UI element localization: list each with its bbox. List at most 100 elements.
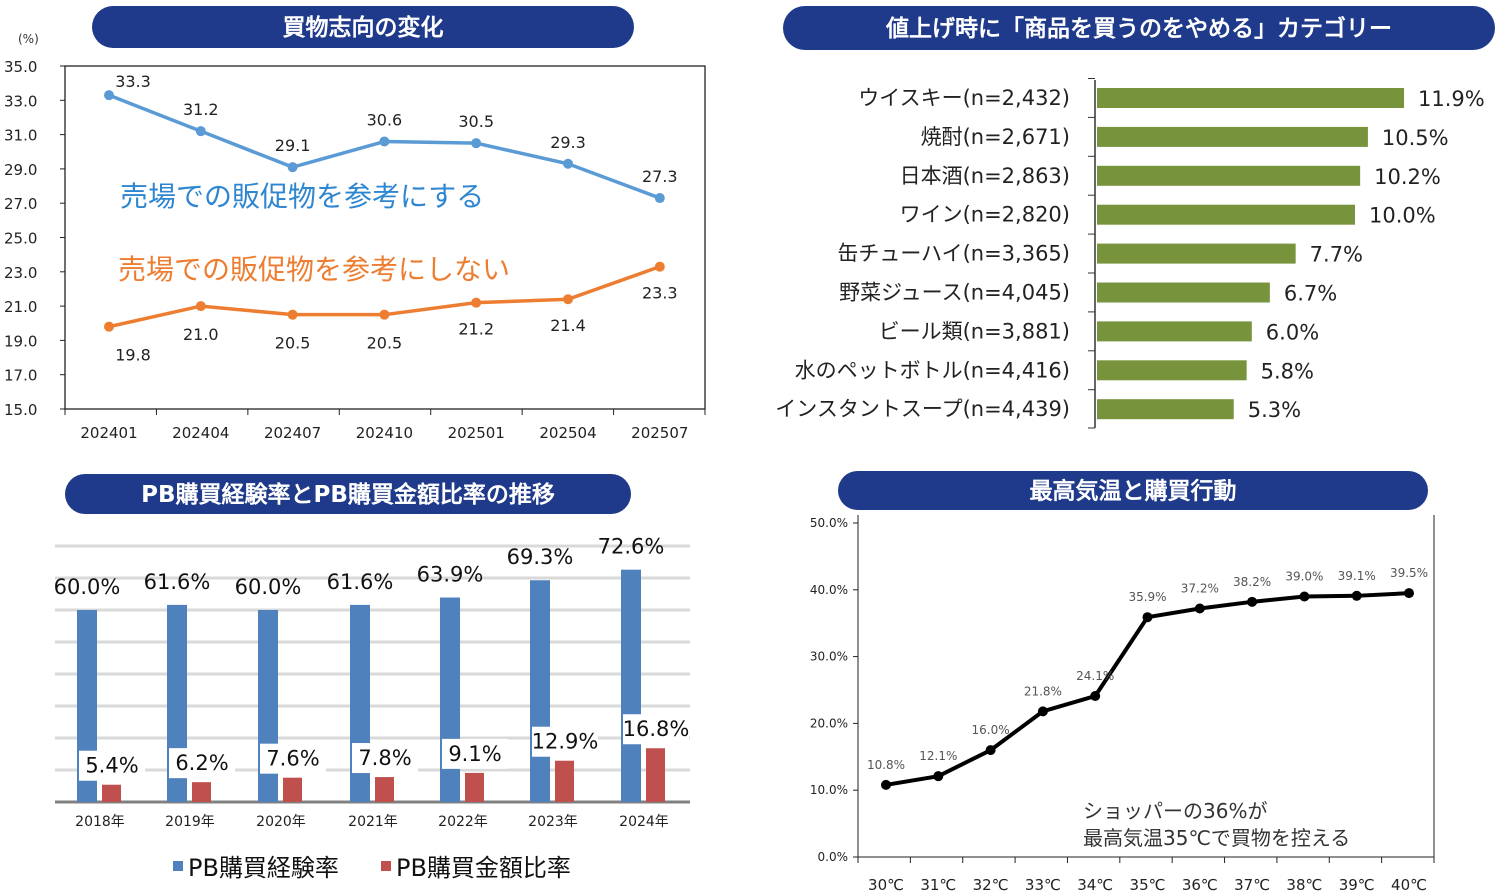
data-point bbox=[471, 297, 482, 308]
data-label: 21.0 bbox=[183, 325, 219, 344]
y-tick-label: 33.0 bbox=[4, 92, 37, 110]
data-label: 12.9% bbox=[532, 730, 599, 754]
x-tick-label: 2019年 bbox=[165, 814, 215, 830]
data-point bbox=[287, 162, 298, 173]
data-label: 37.2% bbox=[1181, 582, 1219, 596]
data-label: 6.7% bbox=[1284, 282, 1337, 306]
bar-pb-amount bbox=[283, 777, 302, 802]
data-label: 27.3 bbox=[642, 167, 678, 186]
x-tick-label: 2021年 bbox=[348, 814, 398, 830]
x-tick-label: 40℃ bbox=[1391, 876, 1427, 894]
y-tick-label: 25.0 bbox=[4, 230, 37, 248]
data-label: 72.6% bbox=[598, 535, 665, 559]
chart-title: PB購買経験率とPB購買金額比率の推移 bbox=[141, 481, 555, 508]
data-point bbox=[287, 309, 298, 320]
x-tick-label: 2023年 bbox=[528, 814, 578, 830]
data-label: 16.0% bbox=[972, 723, 1010, 737]
x-tick-label: 36℃ bbox=[1182, 876, 1218, 894]
x-tick-label: 32℃ bbox=[973, 876, 1009, 894]
label-background bbox=[352, 743, 418, 774]
bar-pb-amount bbox=[192, 782, 211, 802]
chart-title: 最高気温と購買行動 bbox=[1030, 478, 1237, 505]
bar-pb-experience bbox=[440, 597, 460, 802]
chart-title-bg bbox=[92, 6, 634, 48]
data-label: 6.0% bbox=[1266, 320, 1319, 344]
data-label: 9.1% bbox=[448, 742, 501, 766]
category-label: 水のペットボトル(n=4,416) bbox=[795, 358, 1070, 382]
data-label: 19.8 bbox=[115, 346, 151, 365]
x-tick-label: 202407 bbox=[264, 424, 321, 442]
legend-swatch bbox=[173, 861, 183, 871]
y-axis-unit: (%) bbox=[18, 32, 39, 46]
data-point bbox=[563, 294, 573, 305]
x-tick-label: 202410 bbox=[356, 424, 413, 442]
y-tick-label: 29.0 bbox=[4, 161, 37, 179]
x-tick-label: 37℃ bbox=[1234, 876, 1270, 894]
y-tick-label: 15.0 bbox=[4, 401, 37, 419]
y-tick-label: 20.0% bbox=[810, 716, 848, 730]
data-label: 21.8% bbox=[1024, 684, 1062, 698]
chart-title: 値上げ時に「商品を買うのをやめる」カテゴリー bbox=[885, 15, 1392, 42]
data-label: 60.0% bbox=[235, 575, 302, 599]
data-label: 31.2 bbox=[183, 100, 219, 119]
data-point bbox=[471, 138, 482, 149]
data-label: 12.1% bbox=[919, 749, 957, 763]
category-label: 焼酎(n=2,671) bbox=[921, 125, 1070, 149]
data-label: 7.7% bbox=[1310, 243, 1363, 267]
data-point bbox=[195, 301, 206, 312]
data-label: 35.9% bbox=[1128, 590, 1166, 604]
y-tick-label: 30.0% bbox=[810, 650, 848, 664]
data-label: 10.8% bbox=[867, 758, 905, 772]
data-point bbox=[654, 193, 665, 204]
bar bbox=[1097, 165, 1361, 186]
data-point bbox=[1404, 588, 1414, 599]
annotation: ショッパーの36%が bbox=[1083, 799, 1267, 823]
data-label: 30.6 bbox=[367, 110, 403, 129]
series-label: 売場での販促物を参考にしない bbox=[118, 253, 510, 286]
x-tick-label: 202504 bbox=[539, 424, 596, 442]
category-label: ウイスキー(n=2,432) bbox=[858, 86, 1070, 110]
data-label: 16.8% bbox=[623, 717, 690, 741]
data-point bbox=[933, 771, 944, 782]
data-point bbox=[1090, 691, 1101, 702]
label-background bbox=[623, 714, 689, 745]
x-tick-label: 30℃ bbox=[868, 876, 904, 894]
data-point bbox=[1351, 590, 1362, 601]
x-tick-label: 31℃ bbox=[920, 876, 956, 894]
data-point bbox=[1142, 612, 1153, 623]
data-label: 10.2% bbox=[1374, 165, 1441, 189]
x-tick-label: 202401 bbox=[80, 424, 137, 442]
label-background bbox=[79, 750, 145, 781]
x-tick-label: 2020年 bbox=[256, 814, 306, 830]
bar bbox=[1097, 282, 1270, 303]
chart-title-bg bbox=[783, 6, 1495, 50]
category-label: 缶チューハイ(n=3,365) bbox=[837, 242, 1070, 266]
y-tick-label: 19.0 bbox=[4, 332, 37, 350]
data-point bbox=[104, 90, 114, 101]
bar-pb-amount bbox=[375, 777, 394, 802]
y-tick-label: 17.0 bbox=[4, 367, 37, 385]
series-label: 売場での販促物を参考にする bbox=[120, 180, 484, 213]
bar bbox=[1097, 126, 1368, 147]
x-tick-label: 33℃ bbox=[1025, 876, 1061, 894]
bar bbox=[1097, 88, 1405, 108]
y-tick-label: 21.0 bbox=[4, 298, 37, 316]
x-tick-label: 39℃ bbox=[1339, 876, 1375, 894]
x-tick-label: 202501 bbox=[448, 424, 505, 442]
data-point bbox=[563, 158, 573, 169]
category-label: ビール類(n=3,881) bbox=[879, 319, 1070, 343]
x-tick-label: 202404 bbox=[172, 424, 229, 442]
data-label: 69.3% bbox=[507, 545, 574, 569]
data-label: 21.2 bbox=[458, 320, 494, 339]
annotation: 最高気温35℃で買物を控える bbox=[1083, 826, 1350, 850]
data-label: 30.5 bbox=[458, 112, 494, 131]
label-background bbox=[169, 748, 235, 779]
y-tick-label: 40.0% bbox=[810, 583, 848, 597]
y-tick-label: 35.0 bbox=[4, 58, 37, 76]
data-label: 21.4 bbox=[550, 316, 586, 335]
legend-label: PB購買金額比率 bbox=[396, 854, 571, 882]
data-point bbox=[1037, 706, 1048, 717]
bar-pb-amount bbox=[465, 772, 484, 802]
category-label: ワイン(n=2,820) bbox=[900, 203, 1070, 227]
data-label: 11.9% bbox=[1418, 87, 1485, 111]
